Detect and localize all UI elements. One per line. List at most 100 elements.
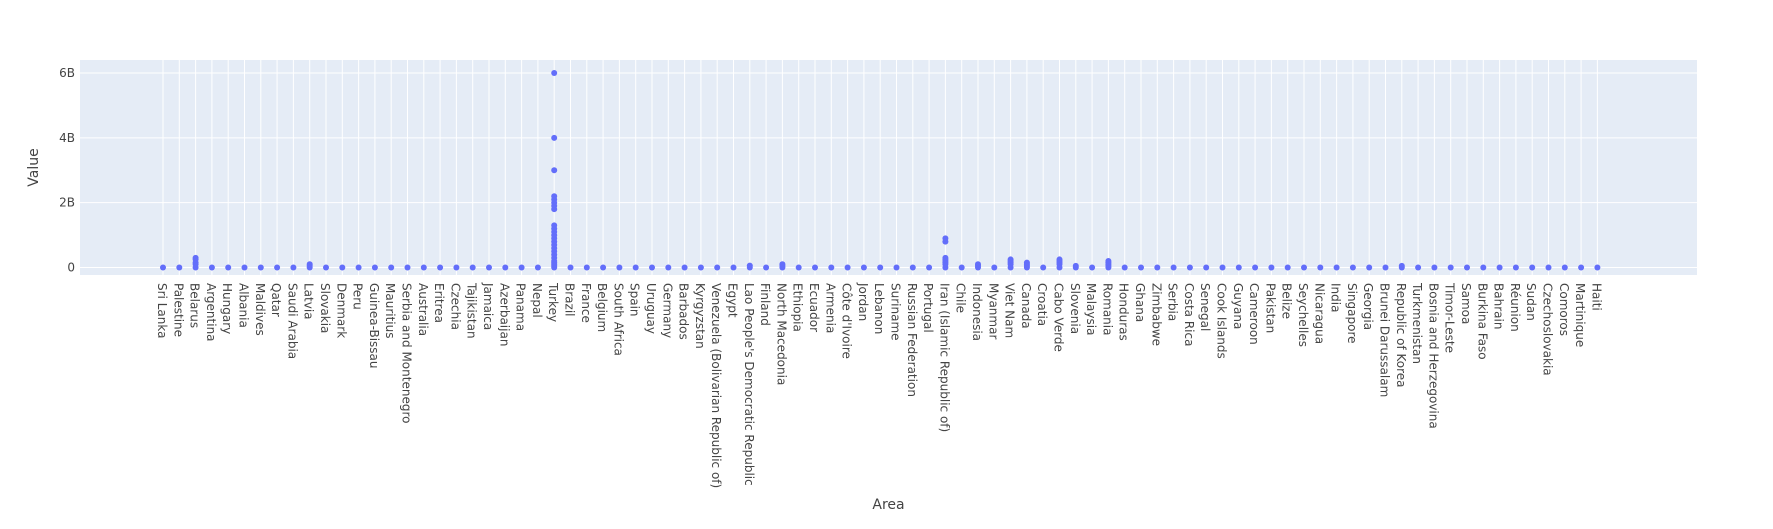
x-tick-label: Germany [660,283,674,338]
x-tick-label: Bahrain [1492,283,1506,329]
x-tick-label: Zimbabwe [1149,283,1163,346]
x-tick-label: Burkina Faso [1475,283,1489,360]
data-point [665,264,672,271]
data-point [1382,264,1389,271]
x-gridlines [162,60,1598,275]
x-tick-label: Malaysia [1084,283,1098,335]
x-tick-label: Nicaragua [1312,283,1326,344]
data-point [1268,264,1275,271]
data-point [1415,264,1422,271]
x-tick-label: Hungary [220,283,234,334]
data-point [1561,264,1568,271]
data-point [1447,264,1454,271]
x-tick-label: Latvia [302,283,316,320]
x-tick-label: Guinea-Bissau [367,283,381,369]
data-point [1398,262,1405,269]
data-point [1105,258,1112,265]
x-tick-label: Indonesia [970,283,984,341]
data-point [290,264,297,271]
data-point [1219,264,1226,271]
data-point [1366,264,1373,271]
data-point [681,264,688,271]
data-point [583,264,590,271]
data-point [649,264,655,271]
x-tick-label: Serbia [1166,283,1180,321]
data-point [828,264,835,271]
data-point [991,264,998,271]
data-point [534,264,541,271]
x-tick-label: Australia [416,283,430,336]
x-tick-label: Russian Federation [905,283,919,397]
x-tick-label: Côte d'Ivoire [840,283,854,359]
x-tick-label: Czechia [448,283,462,330]
x-tick-label: Sri Lanka [155,283,169,338]
data-point [486,264,492,271]
data-point [1186,264,1193,271]
data-point [812,264,818,271]
x-tick-label: Czechoslovakia [1541,283,1555,376]
x-tick-label: Egypt [726,283,740,318]
data-point [274,264,281,271]
x-tick-label: Suriname [889,283,903,341]
x-tick-label: France [579,283,593,323]
x-tick-label: Canada [1019,283,1033,329]
data-point [1121,264,1128,271]
data-point [551,193,558,200]
x-tick-label: Turkey [546,282,560,322]
data-point [1089,264,1096,271]
y-axis-title: Value [26,148,42,186]
data-point [1578,264,1585,271]
x-tick-label: Iran (Islamic Republic of) [937,283,951,432]
x-tick-label: Peru [351,283,365,310]
x-tick-label: Georgia [1361,283,1375,330]
x-tick-label: Ethiopia [791,283,805,332]
x-tick-label: Croatia [1035,283,1049,326]
data-point [763,264,770,271]
data-point [176,264,183,271]
x-tick-label: Timor-Leste [1443,282,1457,353]
x-tick-label: Belarus [188,283,202,328]
data-point [551,167,558,174]
x-tick-label: Singapore [1345,283,1359,344]
x-tick-label: Tajikistan [465,282,479,339]
data-point [1138,264,1144,271]
data-point [926,264,933,271]
data-point [1154,264,1161,271]
data-point [975,261,981,268]
data-point [1594,264,1601,271]
x-tick-label: Serbia and Montenegro [400,283,414,423]
data-point [877,264,884,271]
data-point [1333,264,1340,271]
x-tick-label: Cook Islands [1215,283,1229,359]
data-point [453,264,460,271]
x-tick-label: Romania [1100,283,1114,335]
data-point [518,264,525,271]
x-tick-label: Armenia [823,283,837,333]
x-tick-label: Viet Nam [1003,283,1017,338]
y-tick-label: 6B [59,66,75,80]
data-point [1464,264,1470,271]
x-tick-label: Belize [1280,283,1294,319]
y-axis-ticks: 0 2B 4B 6B [59,66,75,275]
y-gridlines [80,72,1697,269]
data-point [909,264,916,271]
data-point [632,264,639,271]
x-tick-label: Comoros [1557,283,1571,336]
x-tick-label: Senegal [1198,283,1212,331]
data-point [1007,256,1014,263]
x-tick-label: North Macedonia [774,283,788,385]
data-point [1545,264,1552,271]
x-tick-label: Finland [758,283,772,326]
data-point [160,264,166,271]
x-tick-label: India [1329,283,1343,312]
data-point [893,264,900,271]
data-point [306,261,313,268]
x-tick-label: Republic of Korea [1394,283,1408,388]
x-tick-label: Kyrgyzstan [693,283,707,349]
x-tick-label: Honduras [1117,283,1131,341]
data-point [746,262,753,269]
x-tick-label: Spain [628,283,642,317]
data-point [795,264,802,271]
data-point [1496,264,1503,271]
